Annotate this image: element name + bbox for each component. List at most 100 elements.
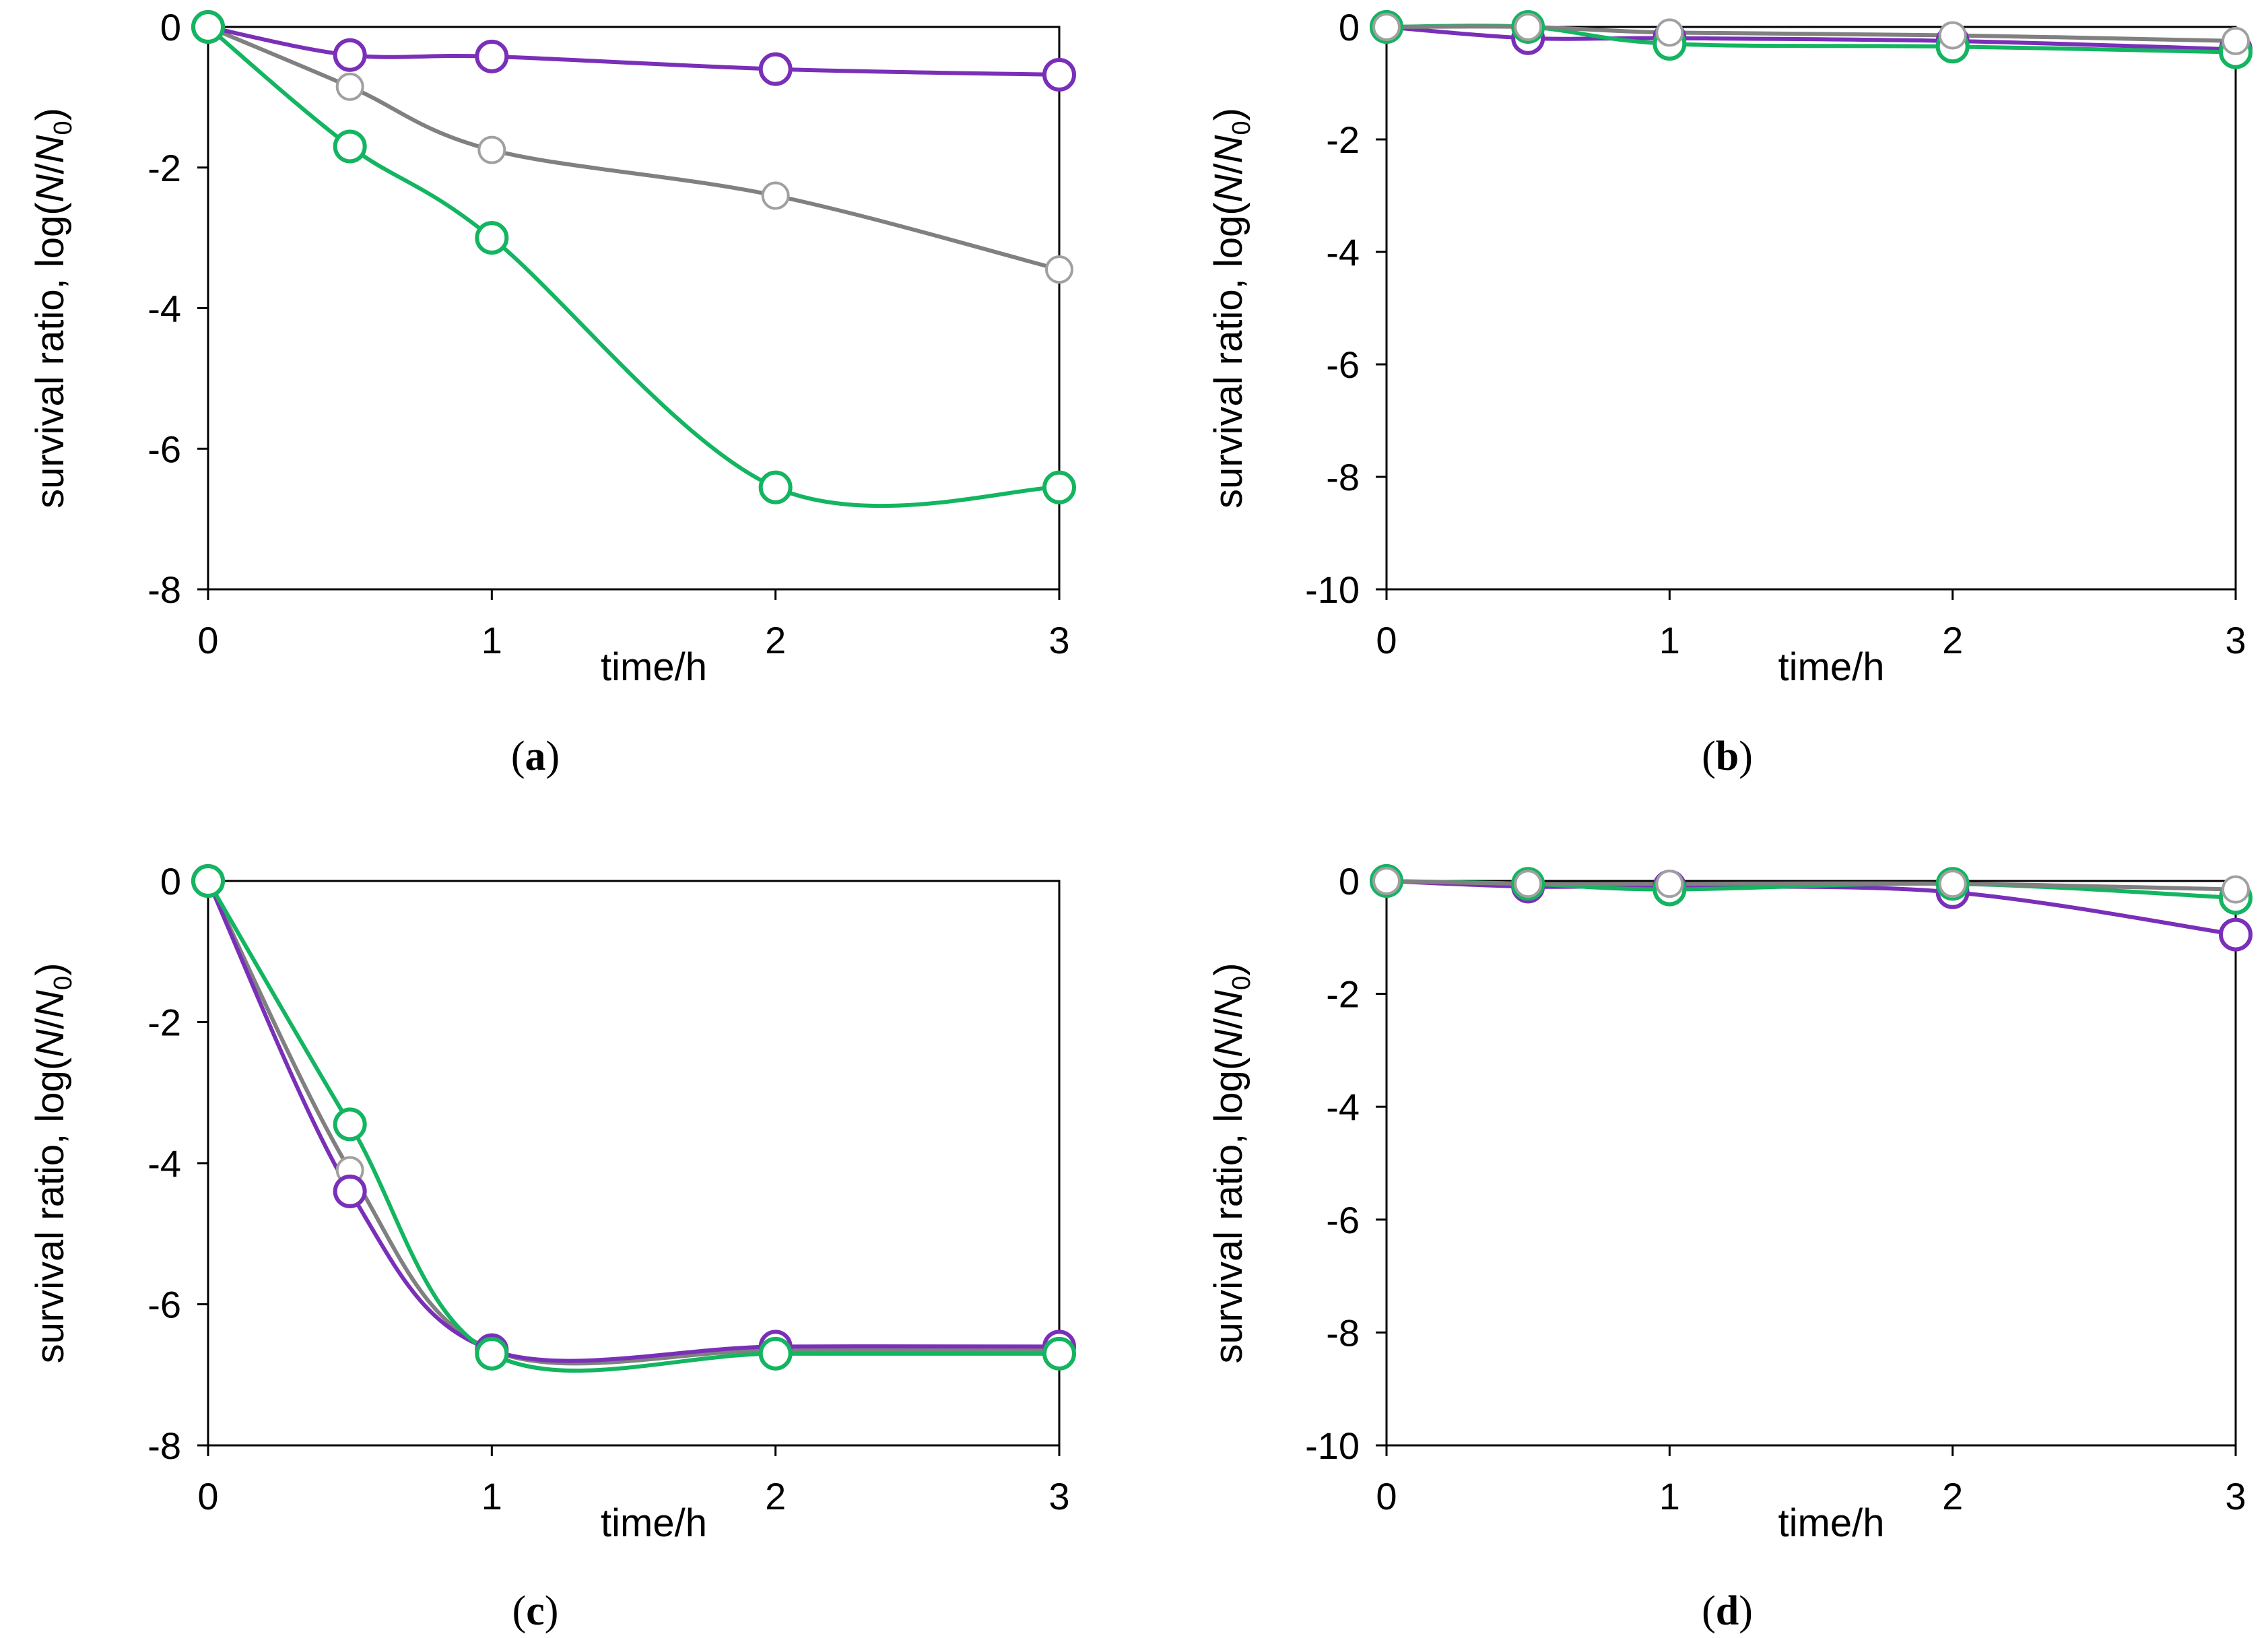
series-line-purple (206, 25, 1061, 77)
y-tick-label: 0 (160, 860, 181, 903)
y-axis-title-part: N (28, 990, 72, 1018)
panel-label-b: (b) (1702, 733, 1753, 779)
x-tick-label: 1 (1659, 619, 1680, 661)
data-point-green (191, 10, 225, 44)
x-tick-label: 3 (1048, 619, 1069, 661)
x-tick-label: 1 (1659, 1475, 1680, 1517)
panel-b: 0 1 2 3 0 -2 -4 -6 -8 -10 time/h survival ratio, lo… (1207, 6, 2253, 779)
data-point-gray (1372, 867, 1401, 895)
y-tick-label: -8 (147, 568, 181, 611)
y-axis-title-part: N (1207, 135, 1250, 163)
data-point-green (333, 1107, 367, 1142)
y-axis-title-part: ) (1207, 963, 1250, 976)
data-point-green (191, 864, 225, 898)
panel-label-letter: a (525, 733, 546, 779)
panel-label-paren: ( (512, 1588, 527, 1634)
y-axis-title-part: survival ratio, log( (1207, 202, 1250, 508)
data-point-gray (1938, 870, 1967, 898)
y-axis-title: survival ratio, log(N/N0) (1207, 963, 1256, 1364)
y-axis-title-part: survival ratio, log( (28, 1057, 72, 1363)
y-axis-title-part: ) (28, 963, 72, 976)
data-point-purple (333, 1174, 367, 1208)
series-layer (191, 10, 1076, 509)
data-point-gray (761, 181, 790, 210)
panel-label-paren: ) (1739, 1588, 1753, 1634)
data-point-gray (1045, 255, 1073, 284)
panel-label-c: (c) (512, 1588, 559, 1634)
y-axis-title-part: ) (28, 108, 72, 121)
x-tick-label: 0 (197, 619, 218, 661)
data-point-green (475, 1336, 509, 1371)
data-point-gray (1655, 870, 1684, 898)
data-point-green (1042, 470, 1076, 504)
series-line-gray (1385, 879, 2238, 892)
panel-c: 0 1 2 3 0 -2 -4 -6 -8 time/h survival ratio, log( N… (28, 860, 1076, 1634)
x-tick-label: 3 (1048, 1475, 1069, 1517)
panel-label-a: (a) (511, 733, 560, 779)
y-axis-title-part: survival ratio, log( (1207, 1057, 1250, 1363)
x-tick-label: 2 (1942, 619, 1963, 661)
x-tick-label: 0 (1376, 619, 1397, 661)
x-tick-label: 1 (481, 1475, 502, 1517)
data-point-purple (333, 38, 367, 72)
y-axis-title-part: N (1207, 1029, 1250, 1057)
y-axis-title-part: survival ratio, log( (28, 202, 72, 508)
data-point-purple (475, 39, 509, 73)
y-tick-label: -6 (147, 1284, 181, 1326)
x-tick-label: 0 (197, 1475, 218, 1517)
y-axis-title: survival ratio, log(N/N0) (1207, 108, 1256, 509)
data-point-green (758, 470, 793, 504)
x-tick-label: 2 (765, 1475, 786, 1517)
x-axis-title: time/h (1778, 1501, 1885, 1545)
data-point-purple (2219, 917, 2253, 952)
data-point-gray (1655, 18, 1684, 47)
y-tick-label: -10 (1305, 1424, 1360, 1467)
y-axis-title-part: N (1207, 990, 1250, 1018)
series-line-purple (1385, 25, 2238, 52)
data-point-purple (1042, 57, 1076, 92)
panel-label-paren: ( (511, 733, 525, 779)
data-point-green (758, 1336, 793, 1371)
data-point-gray (2222, 875, 2250, 904)
y-tick-label: -2 (147, 1002, 181, 1044)
data-point-purple (758, 52, 793, 86)
panel-label-letter: c (526, 1588, 545, 1634)
x-axis-title: time/h (601, 1501, 707, 1545)
y-tick-label: -4 (147, 1142, 181, 1185)
plot-frame (1385, 880, 2237, 1447)
series-line-gray (206, 25, 1061, 272)
data-point-green (475, 221, 509, 255)
data-point-gray (1372, 13, 1401, 41)
data-point-gray (1938, 21, 1967, 50)
data-point-green (1042, 1336, 1076, 1371)
data-point-gray (477, 135, 506, 164)
y-tick-label: -4 (147, 288, 181, 330)
y-axis-title-part: 0 (49, 976, 77, 990)
y-axis-title-part: / (28, 163, 72, 174)
x-tick-label: 2 (1942, 1475, 1963, 1517)
y-tick-label: -8 (147, 1424, 181, 1467)
y-axis-title-part: N (28, 174, 72, 202)
series-layer (1370, 864, 2253, 952)
plot-frame (1385, 26, 2237, 591)
x-tick-label: 1 (481, 619, 502, 661)
panel-label-d: (d) (1702, 1588, 1753, 1634)
x-tick-label: 0 (1376, 1475, 1397, 1517)
y-tick-label: -4 (1326, 1086, 1360, 1128)
y-tick-label: -6 (147, 428, 181, 470)
y-tick-label: -6 (1326, 1199, 1360, 1241)
data-point-green (333, 129, 367, 164)
y-axis-title-part: 0 (1228, 976, 1256, 990)
y-tick-label: -2 (147, 147, 181, 189)
panel-label-paren: ) (1739, 733, 1753, 779)
y-tick-label: 0 (160, 6, 181, 48)
data-point-gray (2222, 26, 2250, 55)
panel-label-paren: ( (1702, 1588, 1716, 1634)
y-tick-label: -8 (1326, 456, 1360, 498)
data-point-gray (1514, 870, 1543, 898)
y-axis-title: survival ratio, log(N/N0) (28, 108, 77, 509)
y-tick-label: 0 (1339, 6, 1360, 48)
panel-d: 0 1 2 3 0 -2 -4 -6 -8 -10 time/h survival ratio, lo… (1207, 860, 2253, 1634)
y-tick-label: -4 (1326, 231, 1360, 273)
